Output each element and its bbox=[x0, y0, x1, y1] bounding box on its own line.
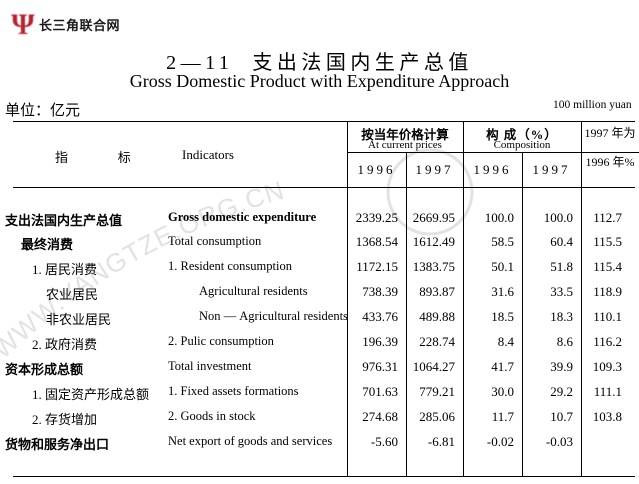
svg-text:Ψ: Ψ bbox=[11, 8, 35, 41]
